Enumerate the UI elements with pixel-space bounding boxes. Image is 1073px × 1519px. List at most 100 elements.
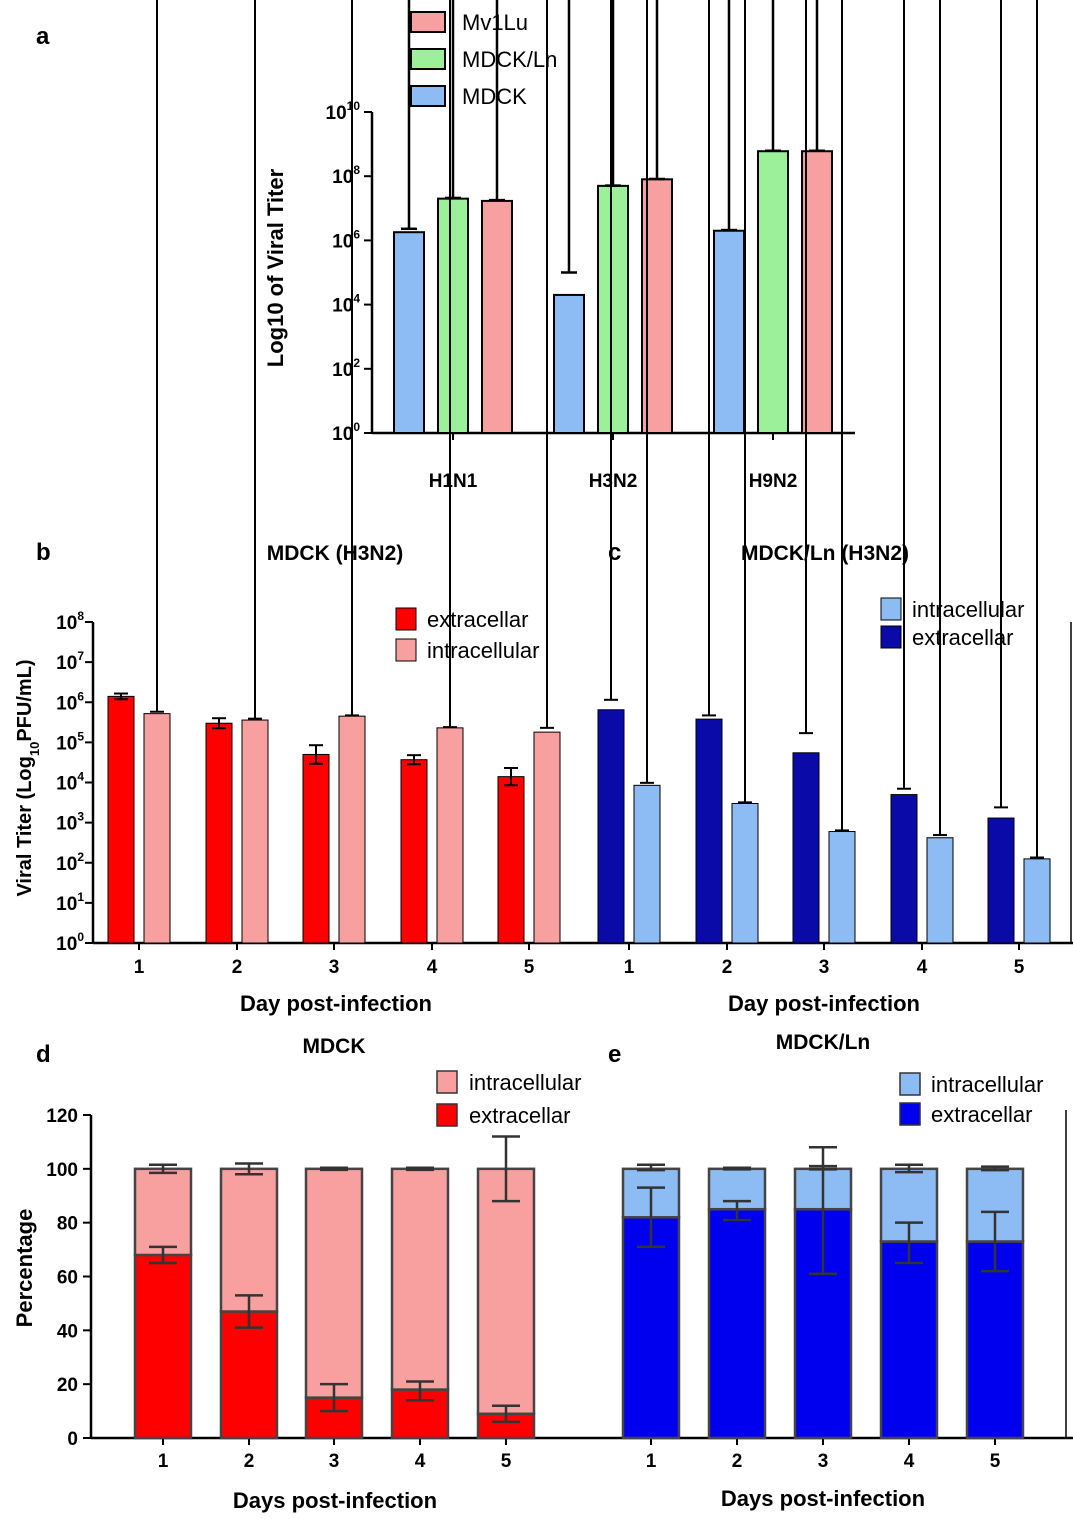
panel-b-bar-extracellar-2: [205, 722, 233, 944]
panel-d-bar-intracellular-1: [133, 1167, 193, 1257]
panel-b-bar-intracellular-3: [338, 715, 366, 944]
panel-b-legend-swatch-1: [395, 638, 417, 662]
panel-c-legend-swatch-0: [880, 597, 902, 621]
panel-e-category-1: 1: [646, 1451, 657, 1472]
panel-d-category-4: 4: [415, 1451, 426, 1472]
panel-c-bar-extracellar-4: [890, 794, 918, 944]
panel-d-ytick-label-4: 80: [57, 1214, 78, 1235]
panel-letter-a: a: [36, 23, 50, 50]
panel-c-category-1: 1: [624, 957, 635, 978]
panel-b-bar-extracellar-3: [302, 753, 330, 944]
panel-a-ytick-label-0: 100: [332, 420, 360, 445]
panel-c-category-2: 2: [722, 957, 733, 978]
panel-b-title: MDCK (H3N2): [267, 542, 404, 565]
panel-c-bar-extracellar-2: [695, 718, 723, 944]
panel-a-ytick-label-4: 108: [332, 163, 360, 188]
panel-d-bar-intracellular-2: [219, 1167, 279, 1313]
panel-b-ytick-label-6: 106: [56, 689, 84, 714]
panel-b-ytick-label-4: 104: [56, 770, 84, 795]
panel-d-legend-swatch-0: [436, 1070, 458, 1094]
panel-e-category-5: 5: [990, 1451, 1001, 1472]
panel-b-bar-extracellar-5: [497, 776, 525, 944]
panel-b-legend-label-1: intracellular: [427, 638, 540, 663]
panel-c-legend-swatch-1: [880, 625, 902, 649]
panel-a-legend-swatch-1: [410, 48, 446, 70]
panel-d-ylabel: Percentage: [12, 1209, 37, 1328]
panel-d-ytick-label-0: 0: [67, 1429, 78, 1450]
panel-a-category-H9N2: H9N2: [749, 471, 798, 492]
panel-c-category-5: 5: [1014, 957, 1025, 978]
panel-c-bar-extracellar-5: [987, 817, 1015, 944]
panel-a-bar-MDCK-Ln-H1N1: [437, 197, 469, 434]
panel-b-category-3: 3: [329, 957, 340, 978]
panel-d-bar-intracellular-3: [304, 1167, 364, 1399]
panel-e-category-3: 3: [818, 1451, 829, 1472]
panel-b-ytick-label-3: 103: [56, 810, 84, 835]
panel-a-legend-swatch-2: [410, 85, 446, 107]
panel-e-bar-extracellar-1: [621, 1216, 681, 1440]
panel-d-ytick-label-6: 120: [46, 1106, 78, 1127]
panel-d-bar-extracellar-1: [133, 1253, 193, 1440]
panel-a-bar-MDCK-H3N2: [553, 293, 585, 435]
panel-a-bar-MDCK-H1N1: [393, 231, 425, 434]
panel-e-category-2: 2: [732, 1451, 743, 1472]
panel-b-category-2: 2: [232, 957, 243, 978]
panel-b-bar-intracellular-1: [143, 713, 171, 944]
panel-a-ytick-label-3: 106: [332, 227, 360, 252]
panel-b-legend-swatch-0: [395, 607, 417, 631]
panel-d-bar-intracellular-4: [390, 1167, 450, 1391]
panel-d-category-5: 5: [501, 1451, 512, 1472]
panel-d-legend-label-0: intracellular: [469, 1070, 582, 1095]
panel-d-ytick-label-2: 40: [57, 1321, 78, 1342]
panel-b-ytick-label-8: 108: [56, 609, 84, 634]
panel-e-bar-extracellar-4: [879, 1240, 939, 1440]
panel-d-legend-label-1: extracellar: [469, 1103, 570, 1128]
panel-a-ytick-label-2: 104: [332, 292, 360, 317]
panel-e-category-4: 4: [904, 1451, 915, 1472]
panel-a-bar-Mv1Lu-H1N1: [481, 199, 513, 434]
panel-a-legend-label-2: MDCK: [462, 84, 527, 109]
panel-d-category-1: 1: [158, 1451, 169, 1472]
panel-d-legend-swatch-1: [436, 1103, 458, 1127]
panel-b-bar-intracellular-2: [241, 719, 269, 944]
panel-c-bar-intracellular-2: [731, 802, 759, 944]
panel-b-ytick-label-5: 105: [56, 729, 84, 754]
panel-letter-e: e: [608, 1041, 621, 1068]
panel-a-category-H3N2: H3N2: [589, 471, 638, 492]
panel-a-legend-label-1: MDCK/Ln: [462, 47, 557, 72]
panel-c-bar-extracellar-3: [792, 752, 820, 944]
panel-a-legend-swatch-0: [410, 11, 446, 33]
panel-c-bar-extracellar-1: [597, 709, 625, 944]
panel-e-legend-label-1: extracellar: [931, 1102, 1032, 1127]
panel-e-legend-swatch-0: [899, 1072, 921, 1096]
panel-a-ytick-label-1: 102: [332, 356, 360, 381]
panel-c-bar-intracellular-1: [633, 784, 661, 944]
panel-b-category-1: 1: [134, 957, 145, 978]
panel-c-legend-label-0: intracellular: [912, 597, 1025, 622]
panel-d-category-3: 3: [329, 1451, 340, 1472]
panel-e-legend-label-0: intracellular: [931, 1072, 1044, 1097]
panel-c-bar-intracellular-5: [1023, 858, 1051, 944]
panel-b-ytick-label-7: 107: [56, 649, 84, 674]
panel-e-bar-extracellar-2: [707, 1207, 767, 1440]
panel-b-bar-intracellular-5: [533, 731, 561, 944]
panel-d-title: MDCK: [303, 1035, 366, 1058]
panel-b-bar-extracellar-1: [107, 695, 135, 944]
panel-d-ytick-label-5: 100: [46, 1160, 78, 1181]
panel-d-category-2: 2: [244, 1451, 255, 1472]
panel-c-category-4: 4: [917, 957, 928, 978]
panel-b-ylabel: Viral Titer (Log10PFU/mL): [14, 659, 42, 896]
panel-b-category-4: 4: [427, 957, 438, 978]
panel-a-legend-label-0: Mv1Lu: [462, 10, 528, 35]
panel-e-bar-extracellar-5: [965, 1240, 1025, 1440]
panel-d-bar-extracellar-2: [219, 1310, 279, 1440]
panel-b-ytick-label-1: 101: [56, 890, 84, 915]
panel-c-title: MDCK/Ln (H3N2): [741, 542, 909, 565]
panel-c-xlabel: Day post-infection: [728, 991, 920, 1016]
panel-b-category-5: 5: [524, 957, 535, 978]
panel-a-ylabel: Log10 of Viral Titer: [263, 168, 288, 367]
panel-b-ytick-label-2: 102: [56, 850, 84, 875]
panel-c-bar-intracellular-3: [828, 831, 856, 944]
